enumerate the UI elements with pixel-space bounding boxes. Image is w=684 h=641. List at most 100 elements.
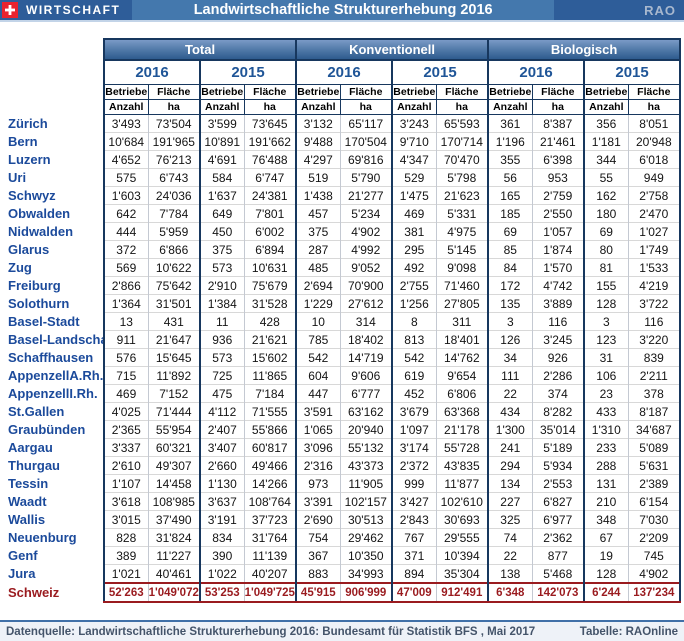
- cell: 227: [487, 492, 533, 511]
- cell: 34'687: [627, 420, 682, 439]
- group-header-biologisch: Biologisch: [487, 38, 682, 61]
- cell: 1'384: [199, 294, 244, 313]
- table-row: Tessin 1'107 14'458 1'130 14'266 973 11'905 999…: [0, 474, 682, 493]
- cell: 3'337: [103, 438, 148, 457]
- cell: 428: [243, 312, 297, 331]
- cell: 40'461: [147, 564, 200, 583]
- cell: 5'145: [435, 240, 489, 259]
- unit-header-anzahl: Anzahl: [583, 99, 629, 115]
- cell: 348: [583, 510, 629, 529]
- cell: 1'310: [583, 420, 629, 439]
- cell: 3'096: [295, 438, 341, 457]
- cell: 134: [487, 474, 533, 493]
- cell: 27'805: [435, 294, 489, 313]
- cell: 1'027: [627, 222, 682, 241]
- title-segment: Landwirtschaftliche Strukturerhebung 201…: [132, 0, 554, 20]
- table-row: Luzern 4'652 76'213 4'691 76'488 4'297 69'816 4…: [0, 150, 682, 169]
- unit-header-ha: ha: [339, 99, 393, 115]
- cell: 233: [583, 438, 629, 457]
- cell: 4'297: [295, 150, 341, 169]
- year-header-2015: 2015: [198, 59, 297, 85]
- col-header-betriebe: Betriebe: [391, 84, 437, 100]
- cell: 344: [583, 150, 629, 169]
- cell: 60'321: [147, 438, 200, 457]
- cell: 390: [199, 546, 244, 565]
- row-label: Aargau: [0, 438, 104, 457]
- brand-segment: WIRTSCHAFT: [0, 0, 133, 20]
- cell: 1'603: [103, 186, 148, 205]
- table-row: AppenzellI.Rh. 469 7'152 475 7'184 447 6'777 45…: [0, 384, 682, 403]
- year-header-2016: 2016: [295, 59, 393, 85]
- cell: 5'798: [435, 168, 489, 187]
- cell: 2'286: [531, 366, 585, 385]
- cell: 6'018: [627, 150, 682, 169]
- cell: 311: [435, 312, 489, 331]
- cell: 11'905: [339, 474, 393, 493]
- cell: 936: [199, 330, 244, 349]
- cell: 10'394: [435, 546, 489, 565]
- row-label: Zürich: [0, 114, 104, 133]
- cell: 8'051: [627, 114, 682, 133]
- cell: 8: [391, 312, 437, 331]
- cell: 69: [583, 222, 629, 241]
- cell: 457: [295, 204, 341, 223]
- cell: 108'764: [243, 492, 297, 511]
- cell: 2'690: [295, 510, 341, 529]
- cell: 447: [295, 384, 341, 403]
- cell: 604: [295, 366, 341, 385]
- cell: 953: [531, 168, 585, 187]
- cell: 452: [391, 384, 437, 403]
- structure-table: Total Konventionell Biologisch 2016 2015…: [0, 38, 682, 603]
- cell: 11'227: [147, 546, 200, 565]
- cell: 287: [295, 240, 341, 259]
- cell: 9'052: [339, 258, 393, 277]
- cell: 55'728: [435, 438, 489, 457]
- cell: 2'660: [199, 456, 244, 475]
- cell: 10: [295, 312, 341, 331]
- cell: 1'097: [391, 420, 437, 439]
- cell: 21'461: [531, 132, 585, 151]
- cell: 642: [103, 204, 148, 223]
- cell: 1'107: [103, 474, 148, 493]
- cell: 180: [583, 204, 629, 223]
- cell: 172: [487, 276, 533, 295]
- cell: 13: [103, 312, 148, 331]
- cell: 5'934: [531, 456, 585, 475]
- cell: 55: [583, 168, 629, 187]
- cell: 6'977: [531, 510, 585, 529]
- cell: 469: [103, 384, 148, 403]
- cell: 60'817: [243, 438, 297, 457]
- cell: 371: [391, 546, 437, 565]
- rao-logo-text[interactable]: RAO: [644, 2, 676, 18]
- cell: 69: [487, 222, 533, 241]
- cell: 7'801: [243, 204, 297, 223]
- cell: 1'438: [295, 186, 341, 205]
- cell: 6'827: [531, 492, 585, 511]
- row-label: Schweiz: [0, 583, 104, 602]
- cell: 4'025: [103, 402, 148, 421]
- brand-link[interactable]: WIRTSCHAFT: [26, 3, 121, 17]
- cell: 8'282: [531, 402, 585, 421]
- cell: 9'710: [391, 132, 437, 151]
- cell: 23: [583, 384, 629, 403]
- unit-header-ha: ha: [531, 99, 585, 115]
- cell: 14'762: [435, 348, 489, 367]
- cell: 165: [487, 186, 533, 205]
- unit-header-anzahl: Anzahl: [487, 99, 533, 115]
- cell: 785: [295, 330, 341, 349]
- cell: 2'758: [627, 186, 682, 205]
- cell: 1'065: [295, 420, 341, 439]
- cell: 6'894: [243, 240, 297, 259]
- cell: 4'975: [435, 222, 489, 241]
- cell: 3'391: [295, 492, 341, 511]
- cell: 1'475: [391, 186, 437, 205]
- row-label: St.Gallen: [0, 402, 104, 421]
- cell: 14'458: [147, 474, 200, 493]
- cell: 834: [199, 528, 244, 547]
- table-row: Zürich 3'493 73'504 3'599 73'645 3'132 65'117 3…: [0, 114, 682, 133]
- cell: 6'002: [243, 222, 297, 241]
- cell: 80: [583, 240, 629, 259]
- cell: 573: [199, 348, 244, 367]
- cell: 1'049'072: [147, 582, 200, 603]
- cell: 2'755: [391, 276, 437, 295]
